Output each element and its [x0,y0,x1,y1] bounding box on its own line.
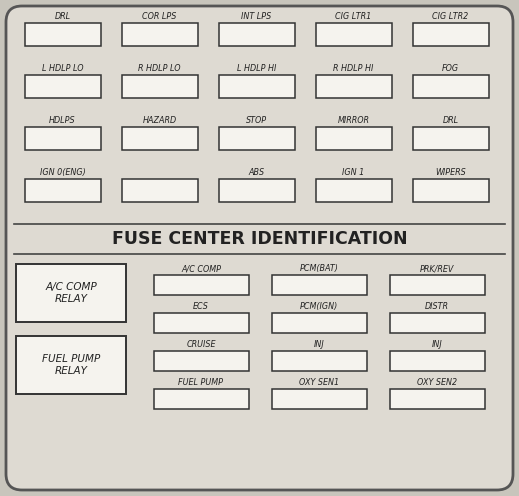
Text: OXY SEN1: OXY SEN1 [299,378,339,387]
Bar [389,389,485,409]
Text: CIG LTR1: CIG LTR1 [335,12,372,21]
Text: IGN 1: IGN 1 [343,168,365,177]
Text: ECS: ECS [193,302,209,311]
Text: PRK/REV: PRK/REV [420,264,454,273]
Bar [271,351,366,371]
Text: R HDLP LO: R HDLP LO [138,64,181,73]
Text: CIG LTR2: CIG LTR2 [432,12,469,21]
Bar [218,23,294,46]
Text: DRL: DRL [442,116,459,125]
Bar [413,23,488,46]
Text: CRUISE: CRUISE [186,340,216,349]
Text: FUSE CENTER IDENTIFICATION: FUSE CENTER IDENTIFICATION [112,230,407,248]
Bar [413,179,488,202]
Bar [271,389,366,409]
Text: R HDLP HI: R HDLP HI [333,64,374,73]
Text: OXY SEN2: OXY SEN2 [417,378,457,387]
Text: STOP: STOP [246,116,267,125]
Text: PCM(BAT): PCM(BAT) [299,264,338,273]
FancyBboxPatch shape [6,6,513,490]
Text: HAZARD: HAZARD [142,116,176,125]
Bar [271,313,366,333]
Text: A/C COMP: A/C COMP [181,264,221,273]
Text: IGN 0(ENG): IGN 0(ENG) [39,168,85,177]
Bar [218,179,294,202]
Text: COR LPS: COR LPS [142,12,176,21]
Bar [24,127,101,150]
Bar [389,351,485,371]
Bar [154,351,249,371]
Bar [413,127,488,150]
Bar [24,75,101,98]
Text: INJ: INJ [432,340,442,349]
Text: FUEL PUMP: FUEL PUMP [179,378,224,387]
Bar [16,336,126,394]
Text: PCM(IGN): PCM(IGN) [300,302,338,311]
Bar [316,179,391,202]
Text: WIPERS: WIPERS [435,168,466,177]
Bar [389,313,485,333]
Text: A/C COMP
RELAY: A/C COMP RELAY [45,282,97,304]
Text: INT LPS: INT LPS [241,12,271,21]
Bar [24,179,101,202]
Bar [121,179,198,202]
Bar [154,389,249,409]
Bar [154,313,249,333]
Bar [121,75,198,98]
Bar [316,23,391,46]
Bar [218,75,294,98]
Text: DISTR: DISTR [425,302,449,311]
Text: FOG: FOG [442,64,459,73]
Bar [413,75,488,98]
Text: HDLPS: HDLPS [49,116,76,125]
Text: FUEL PUMP
RELAY: FUEL PUMP RELAY [42,354,100,376]
Text: MIRROR: MIRROR [337,116,370,125]
Bar [16,264,126,322]
Bar [24,23,101,46]
Text: INJ: INJ [313,340,324,349]
Bar [218,127,294,150]
Bar [316,75,391,98]
Text: DRL: DRL [54,12,71,21]
Text: L HDLP LO: L HDLP LO [42,64,83,73]
Bar [316,127,391,150]
Bar [154,275,249,295]
Text: ABS: ABS [249,168,265,177]
Bar [271,275,366,295]
Bar [389,275,485,295]
Text: L HDLP HI: L HDLP HI [237,64,276,73]
Bar [121,127,198,150]
Bar [121,23,198,46]
